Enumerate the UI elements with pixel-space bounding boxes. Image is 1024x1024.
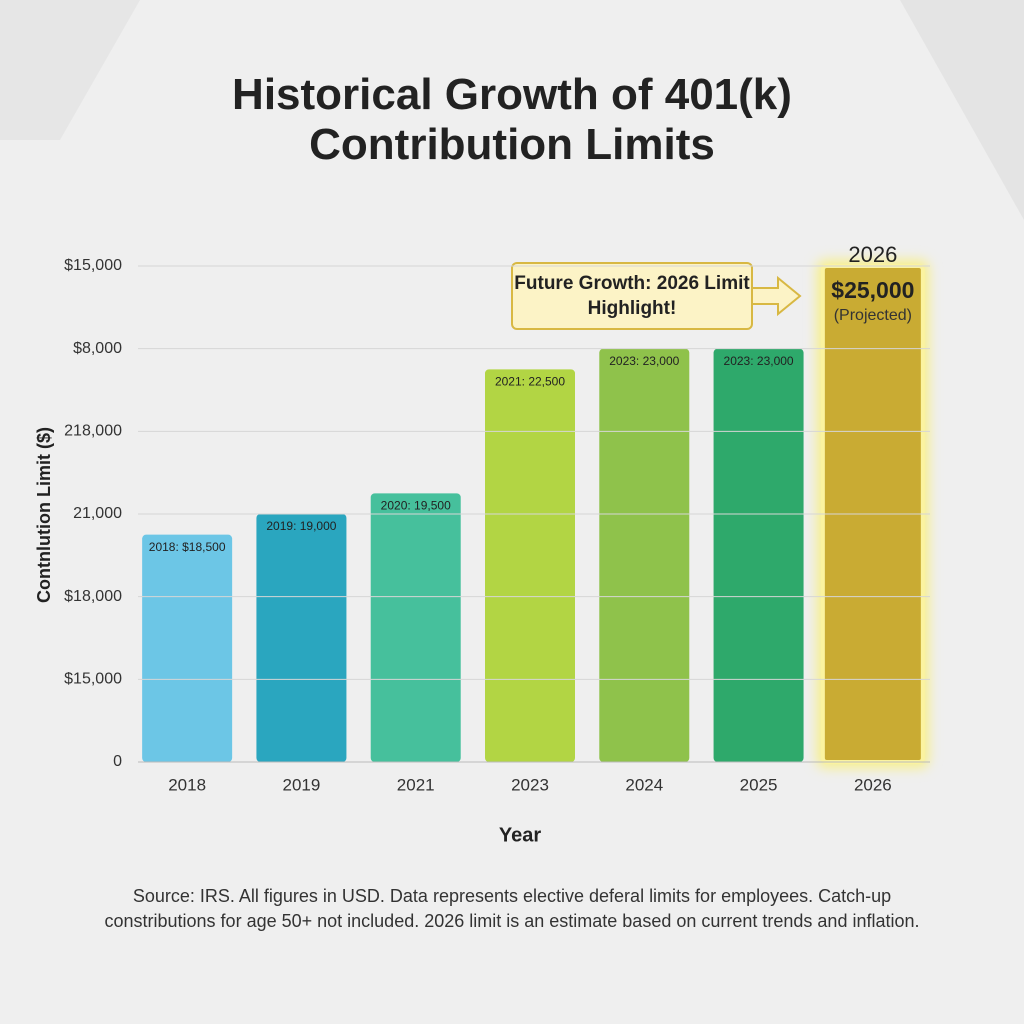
callout-arrow bbox=[751, 275, 802, 317]
bar-year-label: 2026 bbox=[848, 242, 897, 267]
bar bbox=[142, 534, 233, 762]
source-note: Source: IRS. All figures in USD. Data re… bbox=[104, 886, 920, 931]
x-tick-label: 2025 bbox=[740, 775, 778, 794]
background-shape bbox=[0, 0, 140, 140]
y-tick-label: 21,000 bbox=[73, 505, 122, 522]
value-label: 2019: 19,000 bbox=[266, 519, 336, 533]
y-axis-label: Contnlution Limit ($) bbox=[34, 427, 54, 603]
chart-title: Historical Growth of 401(k) Contribution… bbox=[232, 70, 792, 169]
value-label: 2021: 22,500 bbox=[495, 375, 565, 389]
y-tick-label: $15,000 bbox=[64, 671, 122, 688]
callout-text-box: Future Growth: 2026 Limit Highlight! bbox=[514, 273, 750, 319]
value-label: 2020: 19,500 bbox=[381, 499, 451, 513]
x-tick-label: 2018 bbox=[168, 775, 206, 794]
value-label: 2023: 23,000 bbox=[609, 354, 679, 368]
title-box: Historical Growth of 401(k) Contribution… bbox=[232, 70, 792, 169]
y-tick-label: $8,000 bbox=[73, 340, 122, 357]
x-axis-label: Year bbox=[499, 824, 541, 846]
value-label: 2023: 23,000 bbox=[724, 354, 794, 368]
x-tick-label: 2026 bbox=[854, 775, 892, 794]
y-tick-label: 218,000 bbox=[64, 423, 122, 440]
bar bbox=[256, 514, 347, 762]
bar bbox=[599, 348, 690, 762]
value-label: $25,000 bbox=[831, 277, 914, 303]
y-tick-label: $18,000 bbox=[64, 588, 122, 605]
y-tick-label: 0 bbox=[113, 753, 122, 770]
x-tick-label: 2023 bbox=[511, 775, 549, 794]
y-tick-label: $15,000 bbox=[64, 257, 122, 274]
x-tick-label: 2021 bbox=[397, 775, 435, 794]
background-shape bbox=[900, 0, 1024, 220]
value-label: 2018: $18,500 bbox=[149, 540, 226, 554]
projected-note: (Projected) bbox=[834, 307, 912, 324]
bar bbox=[485, 369, 575, 762]
bar bbox=[713, 348, 804, 762]
callout: Future Growth: 2026 Limit Highlight! bbox=[511, 262, 802, 330]
x-tick-label: 2019 bbox=[283, 775, 321, 794]
x-tick-label: 2024 bbox=[625, 775, 663, 794]
bar bbox=[370, 493, 461, 762]
callout-text: Future Growth: 2026 Limit Highlight! bbox=[514, 273, 750, 319]
